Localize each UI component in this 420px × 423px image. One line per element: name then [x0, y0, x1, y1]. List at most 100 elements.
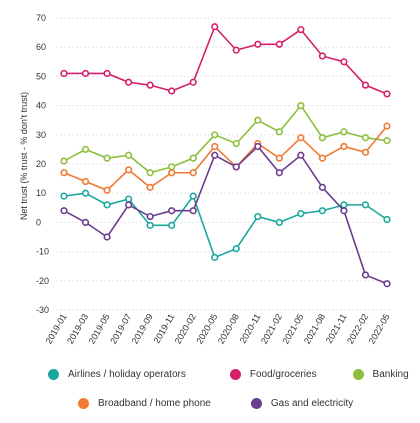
data-point — [232, 139, 240, 148]
series-lines — [60, 23, 391, 288]
data-point — [168, 169, 176, 177]
data-point — [297, 101, 305, 110]
data-point — [254, 142, 262, 151]
legend-swatch — [229, 369, 241, 380]
data-point — [125, 195, 133, 203]
legend-swatch — [352, 369, 364, 380]
data-point — [103, 233, 111, 241]
legend-swatch — [78, 398, 89, 409]
data-point — [125, 78, 133, 86]
legend-label: Banking — [372, 369, 409, 380]
legend-item[interactable]: Airlines / holiday operators — [48, 369, 186, 380]
data-point — [383, 280, 391, 288]
y-tick-labels: 70 60 50 40 30 20 10 0 -10 -20 -30 — [36, 13, 49, 315]
data-point — [103, 69, 111, 78]
y-tick-label: 50 — [36, 71, 46, 81]
data-point — [318, 207, 327, 215]
y-tick-label: 30 — [36, 130, 46, 140]
data-point — [81, 69, 90, 78]
y-tick-label: 60 — [36, 42, 46, 52]
series-line — [63, 192, 388, 259]
y-tick-label: -20 — [36, 276, 49, 286]
data-point — [340, 128, 348, 136]
data-point — [146, 81, 154, 89]
data-point — [60, 169, 68, 177]
data-point — [275, 218, 283, 226]
y-tick-label: -10 — [36, 247, 49, 257]
legend-row-1: Airlines / holiday operators Food/groceri… — [48, 369, 409, 380]
legend-label: Food/groceries — [249, 369, 317, 380]
data-point — [340, 142, 348, 151]
data-point — [168, 163, 176, 171]
legend-item[interactable]: Broadband / home phone — [78, 398, 211, 409]
data-point — [318, 52, 327, 60]
legend-label: Gas and electricity — [270, 398, 354, 409]
data-point — [275, 169, 283, 177]
data-point — [125, 151, 133, 159]
data-point — [275, 128, 283, 136]
legend-item[interactable]: Gas and electricity — [250, 398, 354, 409]
y-axis-label: Net trust (% trust - % don't trust) — [19, 92, 29, 220]
data-point — [211, 142, 219, 151]
legend-item[interactable]: Banking — [352, 369, 409, 380]
series-1 — [60, 23, 391, 98]
data-point — [383, 215, 391, 224]
legend-label: Airlines / holiday operators — [68, 369, 186, 380]
data-point — [254, 212, 262, 221]
data-point — [211, 253, 219, 262]
series-4 — [60, 142, 391, 288]
data-point — [340, 207, 348, 215]
x-tick-labels: 2019-012019-032019-052019-072019-092019-… — [44, 312, 392, 346]
data-point — [383, 137, 391, 145]
data-point — [318, 154, 327, 162]
data-point — [297, 151, 305, 159]
data-point — [297, 26, 305, 34]
series-line — [63, 125, 388, 192]
y-tick-label: 0 — [36, 217, 41, 227]
data-point — [146, 221, 154, 229]
data-point — [189, 78, 197, 86]
data-point — [275, 154, 283, 162]
series-line — [63, 145, 388, 285]
data-point — [103, 201, 111, 209]
legend-swatch — [250, 398, 262, 409]
data-point — [232, 46, 240, 54]
data-point — [318, 134, 327, 142]
data-point — [168, 87, 176, 95]
data-point — [189, 154, 197, 162]
data-point — [318, 183, 327, 191]
data-point — [103, 154, 111, 162]
data-point — [340, 201, 348, 209]
data-point — [254, 116, 262, 124]
data-point — [103, 186, 111, 194]
data-point — [361, 148, 370, 156]
y-tick-label: 70 — [36, 13, 46, 23]
data-point — [81, 218, 90, 226]
data-point — [211, 23, 219, 31]
y-tick-label: 40 — [36, 101, 46, 111]
data-point — [297, 134, 305, 142]
data-point — [275, 40, 283, 48]
y-tick-label: 10 — [36, 188, 46, 198]
data-point — [361, 81, 370, 89]
data-point — [189, 207, 197, 215]
series-2 — [60, 101, 391, 177]
legend-item[interactable]: Food/groceries — [229, 369, 317, 380]
data-point — [168, 207, 176, 215]
legend-swatch — [48, 369, 59, 380]
data-point — [232, 163, 240, 171]
data-point — [60, 157, 68, 165]
series-line — [64, 25, 388, 95]
y-tick-label: -30 — [36, 305, 49, 315]
data-point — [211, 151, 219, 159]
data-point — [168, 221, 176, 229]
data-point — [189, 192, 197, 200]
data-point — [189, 169, 197, 177]
data-point — [125, 166, 133, 174]
data-point — [361, 201, 370, 209]
data-point — [146, 212, 154, 221]
legend-row-2: Broadband / home phone Gas and electricit… — [78, 398, 353, 409]
gridlines — [56, 17, 392, 311]
data-point — [60, 192, 68, 200]
data-point — [81, 189, 90, 197]
